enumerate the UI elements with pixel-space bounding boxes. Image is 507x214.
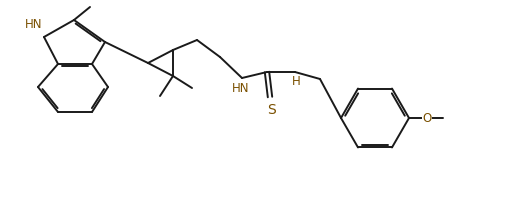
Text: H: H	[292, 75, 300, 88]
Text: HN: HN	[232, 82, 250, 95]
Text: O: O	[422, 111, 431, 125]
Text: HN: HN	[24, 18, 42, 31]
Text: S: S	[267, 103, 275, 117]
